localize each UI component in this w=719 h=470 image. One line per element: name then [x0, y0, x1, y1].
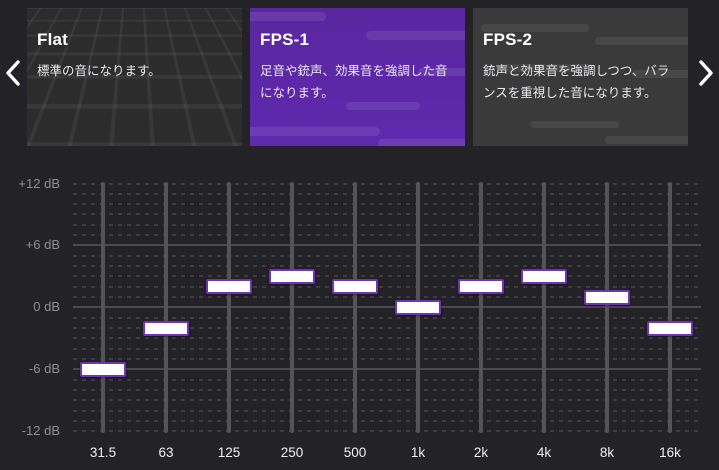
grid-line [73, 327, 701, 330]
eq-handle-31.5[interactable] [80, 361, 126, 377]
eq-frequency-label: 1k [410, 445, 426, 461]
carousel-prev-button[interactable] [0, 54, 24, 94]
eq-handle-63[interactable] [143, 320, 189, 336]
streak-decoration [250, 127, 380, 136]
streak-decoration [481, 24, 589, 32]
preset-card-flat[interactable]: Flat 標準の音になります。 [27, 8, 242, 146]
axis-label: 0 dB [33, 299, 60, 315]
carousel-next-button[interactable] [694, 54, 718, 94]
grid-line [73, 265, 701, 268]
preset-title: FPS-1 [260, 30, 310, 49]
eq-band-track-250[interactable] [290, 181, 294, 434]
eq-band-track-8k[interactable] [605, 181, 609, 434]
grid-line [73, 254, 701, 257]
grid-line [73, 203, 701, 206]
eq-handle-500[interactable] [332, 279, 378, 295]
preset-card-fps1-selected[interactable]: FPS-1 足音や銃声、効果音を強調した音になります。 [250, 8, 465, 146]
eq-frequency-label: 4k [536, 445, 552, 461]
eq-handle-1k[interactable] [395, 299, 441, 315]
chevron-right-icon [698, 59, 715, 90]
preset-description: 銃声と効果音を強調しつつ、バランスを重視した音になります。 [483, 64, 670, 100]
eq-frequency-label: 31.5 [89, 445, 117, 461]
eq-band-track-63[interactable] [164, 181, 168, 434]
eq-band-track-2k[interactable] [479, 181, 483, 434]
streak-decoration [531, 121, 619, 128]
grid-line [73, 223, 701, 226]
eq-handle-125[interactable] [206, 279, 252, 295]
grid-line [73, 399, 701, 402]
axis-label: +12 dB [18, 175, 60, 191]
streak-decoration [378, 139, 465, 146]
axis-label: -6 dB [28, 361, 60, 377]
grid-line [73, 420, 701, 423]
grid-line [73, 430, 701, 433]
preset-title: Flat [37, 30, 69, 49]
grid-line [73, 316, 701, 319]
streak-decoration [346, 102, 420, 110]
grid-line [73, 275, 701, 278]
grid-line [73, 213, 701, 216]
streak-decoration [595, 37, 688, 45]
axis-label: +6 dB [25, 237, 60, 253]
grid-line [73, 306, 701, 309]
grid-line [73, 358, 701, 361]
eq-frequency-label: 16k [659, 445, 681, 461]
grid-line [73, 409, 701, 412]
eq-handle-8k[interactable] [584, 289, 630, 305]
preset-card-fps2[interactable]: FPS-2 銃声と効果音を強調しつつ、バランスを重視した音になります。 [473, 8, 688, 146]
eq-frequency-label: 8k [599, 445, 615, 461]
streak-decoration [605, 136, 688, 144]
eq-band-track-500[interactable] [353, 181, 357, 434]
eq-frequency-label: 2k [473, 445, 489, 461]
grid-line [73, 182, 701, 185]
eq-band-track-16k[interactable] [668, 181, 672, 434]
grid-line [73, 234, 701, 237]
grid-line [73, 244, 701, 247]
grid-line [73, 192, 701, 195]
chevron-left-icon [4, 59, 21, 90]
grid-line [73, 368, 701, 371]
grid-line [73, 347, 701, 350]
streak-decoration [250, 12, 326, 21]
grid-line [73, 296, 701, 299]
streak-decoration [418, 68, 465, 76]
eq-frequency-label: 63 [158, 445, 174, 461]
eq-handle-16k[interactable] [647, 320, 693, 336]
grid-line [73, 337, 701, 340]
axis-label: -12 dB [21, 423, 60, 439]
eq-frequency-label: 250 [280, 445, 304, 461]
preset-description: 足音や銃声、効果音を強調した音になります。 [260, 64, 448, 100]
grid-line [73, 285, 701, 288]
eq-band-track-4k[interactable] [542, 181, 546, 434]
streak-decoration [501, 64, 593, 72]
eq-handle-2k[interactable] [458, 279, 504, 295]
eq-band-track-125[interactable] [227, 181, 231, 434]
grid-line [73, 389, 701, 392]
eq-handle-4k[interactable] [521, 268, 567, 284]
preset-title: FPS-2 [483, 30, 533, 49]
eq-handle-250[interactable] [269, 268, 315, 284]
eq-frequency-label: 500 [343, 445, 367, 461]
equalizer-panel: +12 dB +6 dB 0 dB -6 dB -12 dB 31.5 63 125 250 50… [0, 155, 719, 470]
grid-line [73, 378, 701, 381]
preset-description: 標準の音になります。 [37, 64, 161, 78]
eq-band-track-31.5[interactable] [101, 181, 105, 434]
streak-decoration [633, 70, 688, 78]
eq-frequency-label: 125 [217, 445, 241, 461]
streak-decoration [366, 31, 465, 40]
